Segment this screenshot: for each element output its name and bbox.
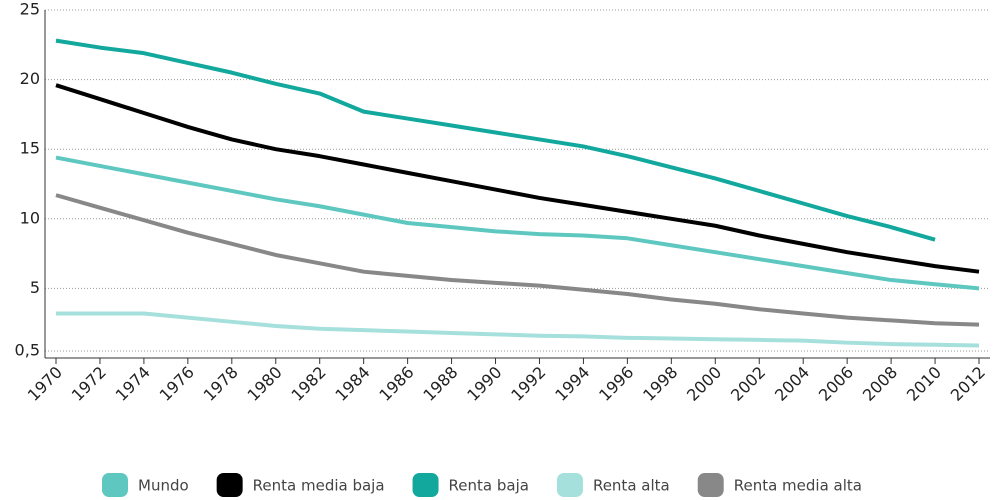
y-tick-label: 0,5	[15, 341, 40, 360]
legend-label: Renta alta	[593, 477, 670, 495]
series-line	[55, 155, 980, 291]
x-tick-label: 2012	[947, 363, 989, 405]
x-tick-label: 1974	[112, 363, 154, 405]
x-tick-label: 1976	[156, 363, 198, 405]
x-tick-label: 1984	[331, 363, 373, 405]
y-tick-label: 10	[20, 208, 40, 227]
x-tick-label: 2000	[683, 363, 725, 405]
y-tick-label: 5	[30, 278, 40, 297]
series-line	[55, 83, 980, 274]
legend-label: Mundo	[138, 477, 189, 495]
series-line	[55, 38, 936, 242]
x-tick-label: 1980	[244, 363, 286, 405]
x-tick-label: 2002	[727, 363, 769, 405]
legend-swatch	[216, 473, 243, 497]
x-tick-label: 2008	[859, 363, 901, 405]
x-tick-label: 1998	[639, 363, 681, 405]
x-tick-label: 1978	[200, 363, 242, 405]
y-tick-label: 15	[20, 139, 40, 158]
legend-swatch	[697, 473, 724, 497]
x-tick-label: 1994	[551, 363, 593, 405]
series-line	[55, 193, 980, 327]
x-tick-label: 1990	[463, 363, 505, 405]
x-tick-label: 1992	[507, 363, 549, 405]
series-line	[55, 311, 980, 348]
x-tick-label: 2010	[903, 363, 945, 405]
x-tick-label: 1970	[24, 363, 66, 405]
legend-swatch	[556, 473, 583, 497]
y-tick-label: 20	[20, 69, 40, 88]
legend-swatch	[102, 473, 128, 497]
legend-label: Renta baja	[449, 477, 529, 495]
x-tick-label: 1986	[375, 363, 417, 405]
x-tick-label: 1982	[287, 363, 329, 405]
x-tick-label: 2004	[771, 363, 813, 405]
x-tick-label: 1972	[68, 363, 110, 405]
x-tick-label: 1996	[595, 363, 637, 405]
y-tick-label: 25	[20, 0, 40, 19]
x-tick-label: 1988	[419, 363, 461, 405]
legend-swatch	[412, 473, 439, 497]
legend-label: Renta media baja	[253, 477, 385, 495]
x-tick-label: 2006	[815, 363, 857, 405]
legend-label: Renta media alta	[734, 477, 862, 495]
